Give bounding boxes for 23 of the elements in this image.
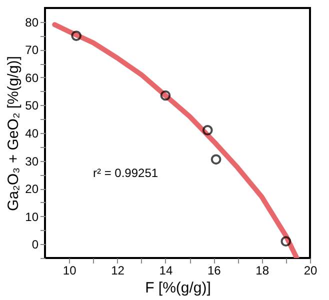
point [71,30,82,41]
point [280,236,292,247]
point [160,90,171,101]
x-tick-label: 10 [62,264,77,278]
x-tick-label: 14 [159,264,173,278]
x-tick-label: 16 [207,264,222,278]
y-tick-label: 60 [25,70,39,85]
y-tick-label: 10 [25,210,39,224]
y-tick-label: 20 [25,182,39,196]
point [210,154,222,165]
point [202,125,213,136]
x-tick-label: 12 [111,264,125,278]
x-axis-title: F [%(g/g)] [145,280,211,296]
y-tick-label: 30 [25,154,39,168]
y-tick-label: 80 [25,15,39,30]
y-tick-label: 70 [25,43,39,58]
y-tick-label: 40 [25,126,39,140]
x-tick-label: 20 [304,264,318,278]
x-tick-label: 18 [256,264,270,278]
y-tick-label: 50 [25,98,39,113]
y-axis-title: Ga₂O₃ + GeO₂ [%(g/g)] [5,56,22,211]
annotation: r² = 0.99251 [93,166,158,180]
y-tick-label: 0 [32,238,39,252]
